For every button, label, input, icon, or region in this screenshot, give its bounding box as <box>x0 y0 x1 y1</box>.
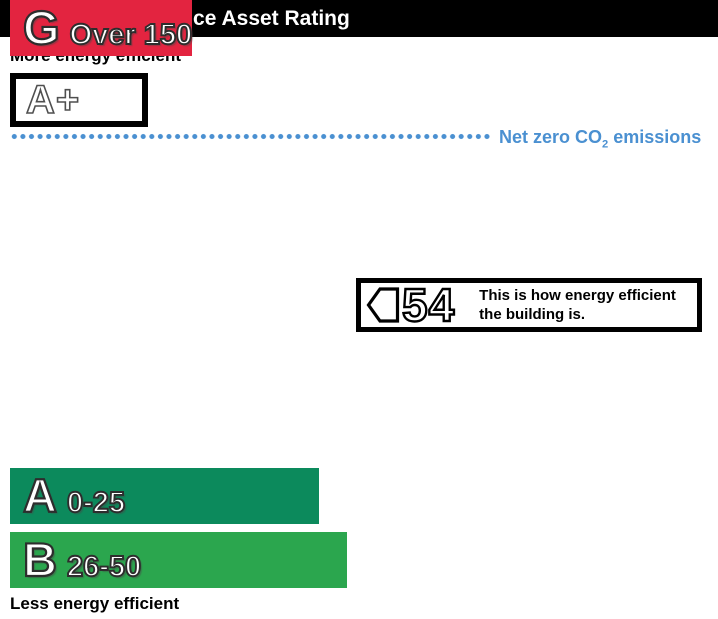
band-g-range: Over 150 <box>69 18 193 52</box>
net-zero-emissions-label: Net zero CO2 emissions <box>499 127 702 151</box>
band-b: B 26-50 <box>10 532 347 588</box>
band-a-letter: A <box>22 468 58 523</box>
band-a: A 0-25 <box>10 468 319 524</box>
current-rating-value: 54 <box>401 279 456 331</box>
band-b-range: 26-50 <box>66 550 142 584</box>
band-a-range: 0-25 <box>66 486 126 520</box>
band-g-letter: G <box>22 0 61 55</box>
rating-description-line1: This is how energy efficient <box>479 286 676 304</box>
rating-description: This is how energy efficient the buildin… <box>479 286 676 324</box>
less-energy-efficient-label: Less energy efficient <box>10 594 180 613</box>
rating-description-line2: the building is. <box>479 306 585 323</box>
co2-subscript: 2 <box>602 138 609 151</box>
net-zero-dotted-line <box>10 132 491 141</box>
band-g: G Over 150 <box>10 0 193 56</box>
band-b-letter: B <box>22 532 58 587</box>
current-rating-indicator: 54 This is how energy efficient the buil… <box>356 278 702 332</box>
band-a-plus-label: A+ <box>25 78 81 122</box>
left-arrow-icon <box>366 287 400 323</box>
band-a-plus: A+ <box>10 73 148 127</box>
